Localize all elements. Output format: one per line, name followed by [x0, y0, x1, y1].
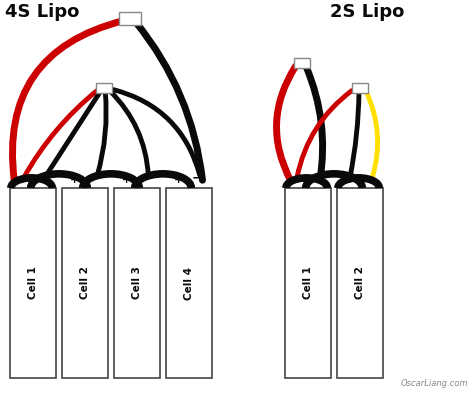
- Text: Cell 2: Cell 2: [80, 266, 90, 299]
- Text: −: −: [363, 172, 373, 185]
- Text: Cell 4: Cell 4: [184, 266, 194, 299]
- Text: +: +: [293, 175, 302, 185]
- Text: +: +: [345, 175, 354, 185]
- Text: Cell 3: Cell 3: [132, 266, 142, 299]
- FancyBboxPatch shape: [62, 188, 108, 378]
- FancyBboxPatch shape: [294, 58, 310, 68]
- FancyBboxPatch shape: [352, 83, 368, 93]
- Text: 4S Lipo: 4S Lipo: [5, 3, 79, 21]
- Text: +: +: [122, 175, 131, 185]
- FancyBboxPatch shape: [285, 188, 331, 378]
- Text: −: −: [191, 172, 202, 185]
- Text: −: −: [310, 172, 321, 185]
- FancyBboxPatch shape: [10, 188, 56, 378]
- Text: +: +: [70, 175, 79, 185]
- FancyBboxPatch shape: [337, 188, 383, 378]
- Text: 2S Lipo: 2S Lipo: [330, 3, 404, 21]
- Text: +: +: [18, 175, 27, 185]
- Text: −: −: [36, 172, 46, 185]
- Text: +: +: [174, 175, 183, 185]
- FancyBboxPatch shape: [166, 188, 212, 378]
- FancyBboxPatch shape: [119, 11, 141, 24]
- Text: −: −: [88, 172, 98, 185]
- Text: −: −: [139, 172, 150, 185]
- Text: Cell 1: Cell 1: [303, 266, 313, 299]
- Text: Cell 2: Cell 2: [355, 266, 365, 299]
- Text: OscarLiang.com: OscarLiang.com: [401, 379, 468, 388]
- Text: Cell 1: Cell 1: [28, 266, 38, 299]
- FancyBboxPatch shape: [114, 188, 160, 378]
- FancyBboxPatch shape: [96, 83, 112, 93]
